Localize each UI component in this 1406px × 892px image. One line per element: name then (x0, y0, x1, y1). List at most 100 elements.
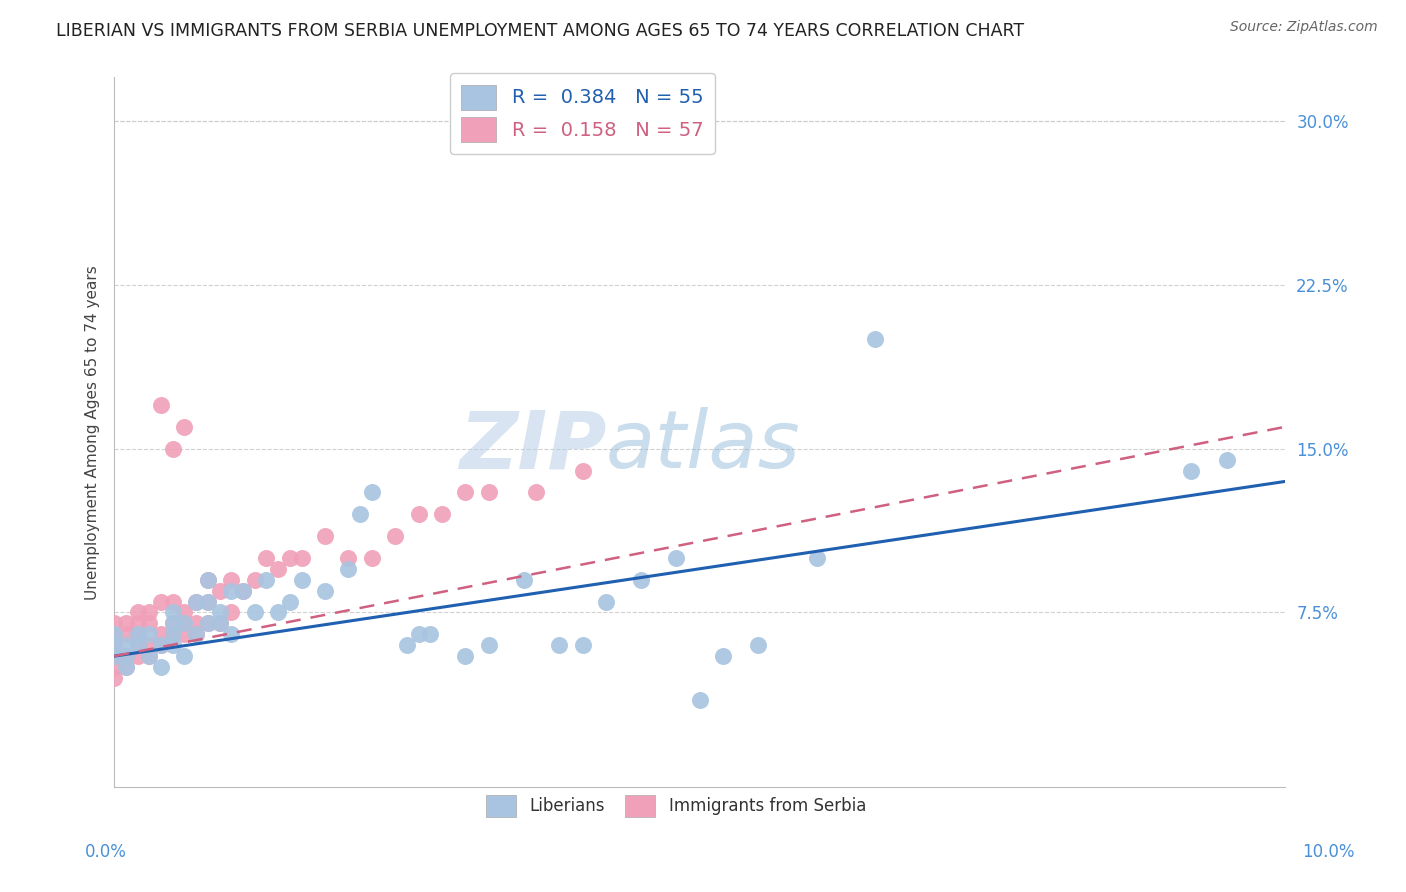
Point (384, 529, 406, 543)
Point (197, 573, 219, 587)
Text: LIBERIAN VS IMMIGRANTS FROM SERBIA UNEMPLOYMENT AMONG AGES 65 TO 74 YEARS CORREL: LIBERIAN VS IMMIGRANTS FROM SERBIA UNEMP… (56, 22, 1025, 40)
Point (150, 660, 173, 674)
Point (103, 649, 125, 664)
Point (186, 627, 208, 641)
Point (278, 594, 301, 608)
Point (314, 529, 336, 543)
Point (150, 638, 173, 652)
Point (186, 627, 208, 641)
Point (267, 562, 290, 576)
Point (197, 594, 219, 608)
Point (115, 627, 138, 641)
Point (208, 616, 231, 631)
Point (197, 616, 219, 631)
Y-axis label: Unemployment Among Ages 65 to 74 years: Unemployment Among Ages 65 to 74 years (86, 265, 100, 599)
Point (127, 627, 149, 641)
Point (232, 583, 254, 598)
Point (162, 594, 184, 608)
Point (150, 638, 173, 652)
Point (103, 638, 125, 652)
Point (138, 638, 160, 652)
Point (162, 616, 184, 631)
Text: Source: ZipAtlas.com: Source: ZipAtlas.com (1230, 20, 1378, 34)
Point (219, 627, 242, 641)
Point (548, 638, 571, 652)
Point (254, 550, 277, 565)
Point (208, 606, 231, 620)
Point (197, 594, 219, 608)
Point (430, 507, 453, 521)
Point (806, 550, 828, 565)
Point (243, 573, 266, 587)
Point (689, 693, 711, 707)
Point (454, 649, 477, 664)
Point (711, 649, 734, 664)
Point (115, 616, 138, 631)
Point (150, 627, 173, 641)
Point (115, 660, 138, 674)
Point (162, 606, 184, 620)
Point (243, 606, 266, 620)
Point (478, 485, 501, 500)
Point (103, 616, 125, 631)
Point (150, 398, 173, 412)
Point (173, 420, 195, 434)
Point (524, 485, 547, 500)
Point (595, 594, 617, 608)
Point (173, 627, 195, 641)
Point (103, 660, 125, 674)
Point (115, 660, 138, 674)
Text: 0.0%: 0.0% (84, 843, 127, 861)
Text: ZIP: ZIP (458, 408, 606, 485)
Point (314, 583, 336, 598)
Point (337, 562, 360, 576)
Legend: Liberians, Immigrants from Serbia: Liberians, Immigrants from Serbia (478, 787, 875, 825)
Point (173, 606, 195, 620)
Point (219, 606, 242, 620)
Point (138, 616, 160, 631)
Point (1215, 452, 1237, 467)
Point (162, 616, 184, 631)
Point (208, 583, 231, 598)
Point (419, 627, 441, 641)
Point (127, 616, 149, 631)
Point (337, 550, 360, 565)
Point (408, 507, 430, 521)
Point (127, 638, 149, 652)
Point (571, 638, 593, 652)
Point (103, 671, 125, 685)
Point (197, 616, 219, 631)
Point (173, 616, 195, 631)
Point (173, 649, 195, 664)
Point (290, 573, 312, 587)
Point (865, 333, 887, 347)
Point (127, 606, 149, 620)
Point (162, 638, 184, 652)
Point (571, 463, 593, 477)
Point (360, 485, 382, 500)
Point (115, 638, 138, 652)
Text: 10.0%: 10.0% (1302, 843, 1355, 861)
Point (150, 594, 173, 608)
Point (747, 638, 769, 652)
Point (1180, 463, 1202, 477)
Point (232, 583, 254, 598)
Point (197, 573, 219, 587)
Point (127, 627, 149, 641)
Point (267, 606, 290, 620)
Point (219, 573, 242, 587)
Point (349, 507, 371, 521)
Point (103, 627, 125, 641)
Point (360, 550, 382, 565)
Text: atlas: atlas (606, 408, 800, 485)
Point (219, 583, 242, 598)
Point (127, 649, 149, 664)
Point (138, 649, 160, 664)
Point (138, 627, 160, 641)
Point (115, 649, 138, 664)
Point (395, 638, 418, 652)
Point (408, 627, 430, 641)
Point (162, 627, 184, 641)
Point (115, 649, 138, 664)
Point (290, 550, 312, 565)
